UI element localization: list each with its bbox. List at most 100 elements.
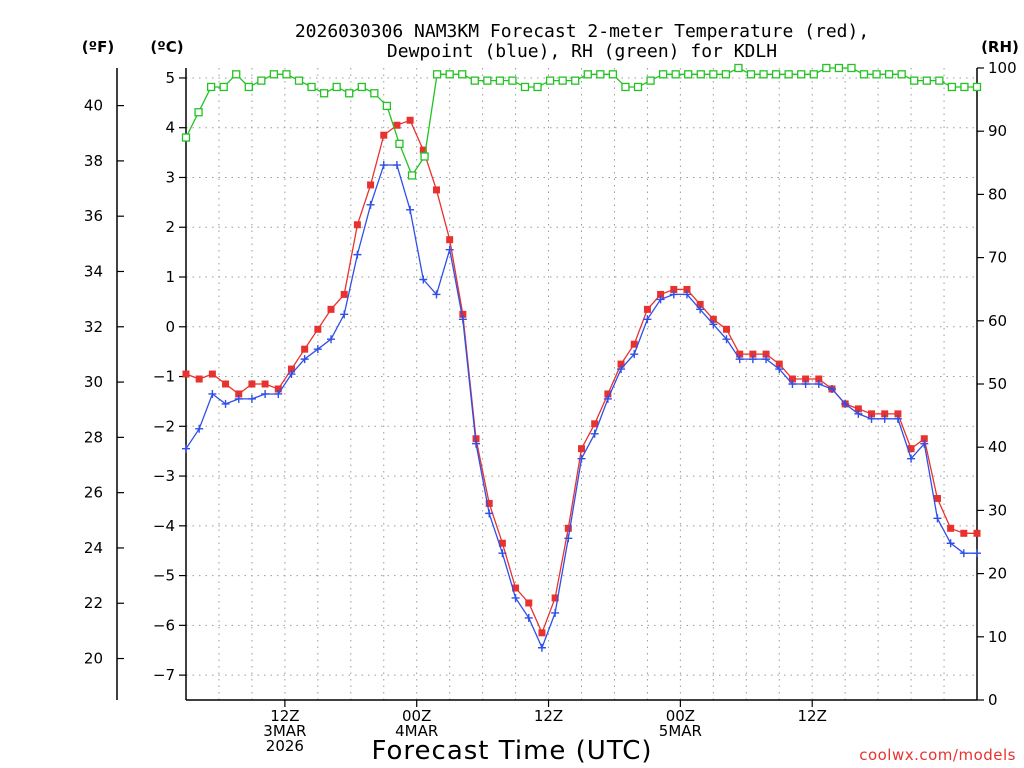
dewpoint-point xyxy=(221,399,230,408)
temperature-point xyxy=(512,584,520,592)
dewpoint-point xyxy=(551,608,560,617)
dewpoint-point xyxy=(973,549,981,558)
x-tick-label: 3MAR xyxy=(263,722,306,740)
celsius-tick-label: 2 xyxy=(165,218,175,236)
dewpoint-point xyxy=(827,384,836,393)
rh-point xyxy=(571,76,580,85)
rh-point xyxy=(332,82,341,92)
celsius-tick-label: −2 xyxy=(153,417,175,435)
rh-point xyxy=(458,70,467,79)
dewpoint-point xyxy=(379,161,388,170)
rh-tick-label: 40 xyxy=(988,438,1007,456)
rh-point xyxy=(219,82,228,92)
rh-point xyxy=(859,70,869,79)
series-temperature xyxy=(182,116,981,637)
temperature-point xyxy=(591,420,599,428)
x-tick-label: 12Z xyxy=(534,707,563,725)
dewpoint-point xyxy=(854,409,863,418)
temperature-point xyxy=(314,325,322,333)
dewpoint-point xyxy=(419,275,428,284)
dewpoint-point xyxy=(656,295,665,304)
dewpoint-point xyxy=(775,365,784,374)
temperature-point xyxy=(301,345,309,353)
dewpoint-point xyxy=(261,389,270,398)
rh-point xyxy=(784,70,793,79)
grid-lines xyxy=(186,68,977,700)
temperature-point xyxy=(327,305,335,313)
rh-point xyxy=(847,63,856,73)
rh-point xyxy=(395,139,404,148)
rh-point xyxy=(520,82,530,92)
dewpoint-point xyxy=(682,290,691,299)
fahrenheit-tick-label: 24 xyxy=(84,539,103,557)
temperature-point xyxy=(947,524,955,532)
rh-point xyxy=(181,133,191,142)
temperature-point xyxy=(630,340,638,348)
celsius-tick-label: −5 xyxy=(153,567,175,585)
series-rh xyxy=(181,63,982,180)
rh-unit-label: (RH) xyxy=(981,38,1019,56)
fahrenheit-tick-label: 32 xyxy=(84,318,103,336)
temperature-point xyxy=(432,186,440,194)
rh-point xyxy=(445,70,454,79)
rh-point xyxy=(357,82,366,92)
dewpoint-point xyxy=(274,389,283,398)
dewpoint-point xyxy=(208,389,217,398)
rh-point xyxy=(382,101,392,111)
dewpoint-point xyxy=(366,200,375,209)
dewpoint-point xyxy=(880,414,889,423)
rh-tick-label: 70 xyxy=(988,249,1007,267)
dewpoint-point xyxy=(907,454,916,463)
rh-point xyxy=(194,108,203,117)
celsius-tick-label: 0 xyxy=(165,318,175,336)
rh-tick-label: 80 xyxy=(988,185,1007,203)
dewpoint-point xyxy=(445,245,454,254)
dewpoint-point xyxy=(762,355,771,364)
temperature-point xyxy=(762,350,770,358)
celsius-tick-label: −7 xyxy=(153,666,175,684)
temperature-point xyxy=(907,445,915,453)
temperature-point xyxy=(670,285,678,293)
temperature-point xyxy=(709,315,717,323)
rh-point xyxy=(583,70,592,79)
temperature-point xyxy=(551,594,559,602)
dewpoint-point xyxy=(485,509,494,518)
x-tick-label: 00Z xyxy=(666,707,695,725)
temperature-point xyxy=(657,290,665,298)
temperature-point xyxy=(617,360,625,368)
dewpoint-point xyxy=(432,290,441,299)
tick-labels: 543210−1−2−3−4−5−6−740383634323028262422… xyxy=(84,59,1017,755)
dewpoint-point xyxy=(511,593,520,602)
dewpoint-point xyxy=(814,380,823,388)
rh-point xyxy=(809,70,818,79)
rh-point xyxy=(646,76,655,85)
dewpoint-point xyxy=(748,355,757,364)
dewpoint-point xyxy=(537,643,546,652)
rh-point xyxy=(709,70,718,79)
temperature-point xyxy=(274,385,282,393)
temperature-point xyxy=(933,494,941,502)
temperature-point xyxy=(287,365,295,373)
dewpoint-point xyxy=(669,290,678,299)
fahrenheit-tick-label: 38 xyxy=(84,152,103,170)
dewpoint-point xyxy=(801,380,810,388)
fahrenheit-tick-label: 26 xyxy=(84,484,103,502)
rh-point xyxy=(545,76,555,85)
rh-point xyxy=(483,76,492,85)
temperature-point xyxy=(683,285,691,293)
temperature-point xyxy=(353,221,361,229)
dewpoint-point xyxy=(313,345,322,354)
dewpoint-point xyxy=(946,539,955,548)
celsius-tick-label: −4 xyxy=(153,517,175,535)
rh-point xyxy=(884,70,894,79)
dewpoint-point xyxy=(287,370,296,379)
dewpoint-point xyxy=(933,514,942,523)
rh-point xyxy=(734,63,743,73)
temperature-point xyxy=(696,300,704,308)
fahrenheit-tick-label: 34 xyxy=(84,262,103,280)
rh-point xyxy=(822,63,831,73)
rh-point xyxy=(746,70,756,79)
dewpoint-point xyxy=(353,250,362,259)
temperature-point xyxy=(406,116,414,124)
